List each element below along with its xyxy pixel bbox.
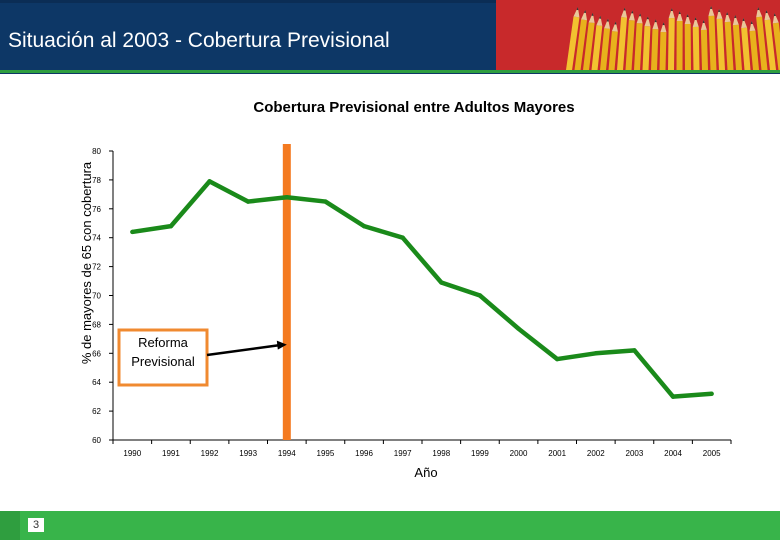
x-tick-label: 1993 — [239, 449, 257, 458]
pencil-icon — [641, 16, 651, 70]
x-tick-label: 1997 — [394, 449, 412, 458]
pencil-icon — [590, 15, 603, 70]
y-tick-label: 74 — [92, 234, 101, 243]
data-points — [130, 179, 714, 399]
x-tick-label: 1991 — [162, 449, 180, 458]
data-point — [554, 356, 560, 362]
pencil-icon — [598, 18, 611, 70]
data-point — [593, 351, 599, 356]
y-tick-label: 70 — [92, 292, 101, 301]
x-tick-label: 1999 — [471, 449, 489, 458]
data-point — [168, 223, 174, 229]
y-tick-label: 76 — [92, 205, 101, 214]
x-tick-label: 2002 — [587, 449, 605, 458]
data-point — [709, 391, 714, 396]
series-line-cobertura — [131, 179, 712, 399]
x-tick-label: 2001 — [548, 449, 566, 458]
data-point — [130, 229, 135, 235]
x-tick-label: 2003 — [626, 449, 644, 458]
pencil-icon — [667, 8, 675, 70]
chart-title: Cobertura Previsional entre Adultos Mayo… — [253, 99, 574, 116]
data-point — [361, 223, 367, 229]
annotation-reforma: Reforma Previsional — [117, 328, 287, 387]
x-tick-label: 2000 — [510, 449, 528, 458]
x-tick-label: 1996 — [355, 449, 373, 458]
pencil-icon — [692, 16, 700, 70]
data-point — [632, 348, 637, 353]
annotation-text-line2: Previsional — [131, 354, 195, 369]
pencil-icon — [741, 17, 752, 70]
x-tick-label: 2004 — [664, 449, 682, 458]
x-tick-label: 1990 — [123, 449, 141, 458]
y-ticks: 60 62 64 66 68 70 72 74 76 78 80 — [92, 147, 113, 445]
line-chart: Cobertura Previsional entre Adultos Mayo… — [79, 99, 732, 480]
data-point — [439, 280, 444, 285]
y-tick-label: 80 — [92, 147, 101, 156]
header-bar: Situación al 2003 - Cobertura Previsiona… — [0, 0, 496, 70]
header-pencils-image — [496, 0, 780, 70]
pencil-icon — [708, 5, 717, 70]
x-tick-label: 1995 — [317, 449, 335, 458]
y-tick-label: 72 — [92, 263, 101, 272]
pencil-icon — [684, 13, 692, 70]
y-axis-label: % de mayores de 65 con cobertura — [79, 161, 94, 364]
x-axis-label: Año — [414, 465, 437, 480]
data-point — [400, 235, 405, 240]
pencil-icon — [624, 10, 635, 70]
pencil-icon — [564, 7, 580, 70]
y-tick-label: 64 — [92, 378, 101, 387]
pencil-icon — [616, 7, 628, 70]
pencil-icon — [732, 14, 743, 70]
pencil-icon — [700, 19, 709, 70]
x-tick-label: 1994 — [278, 449, 296, 458]
x-tick-label: 1992 — [201, 449, 219, 458]
pencil-icon — [581, 12, 595, 70]
slide-title: Situación al 2003 - Cobertura Previsiona… — [8, 29, 390, 52]
x-tick-label: 1998 — [432, 449, 450, 458]
data-point — [284, 195, 290, 200]
pencil-icon — [764, 10, 778, 70]
y-tick-label: 66 — [92, 349, 101, 358]
reform-marker-bar — [282, 144, 291, 440]
pencil-icon — [572, 9, 588, 70]
pencil-icon — [716, 8, 726, 70]
data-point — [477, 293, 483, 298]
slide-number: 3 — [28, 518, 44, 532]
y-tick-label: 68 — [92, 320, 101, 329]
pencil-icon — [650, 19, 659, 70]
pencil-icon — [749, 20, 761, 70]
pencil-icon — [659, 22, 667, 70]
x-ticks: 1990 1991 1992 1993 1994 1995 1996 1997 1998 1999… — [112, 440, 732, 458]
annotation-text-line1: Reforma — [138, 335, 189, 350]
footer-bar — [0, 511, 780, 540]
pencil-icon — [772, 13, 780, 70]
pencil-icon — [676, 11, 683, 70]
data-point — [207, 179, 212, 184]
pencil-icon — [607, 21, 618, 70]
footer-accent — [0, 511, 20, 540]
y-tick-label: 60 — [92, 436, 101, 445]
annotation-box — [117, 328, 209, 387]
data-point — [245, 199, 251, 204]
x-tick-label: 2005 — [703, 449, 721, 458]
data-point — [670, 394, 676, 399]
pencil-icon — [633, 13, 643, 70]
y-tick-label: 78 — [92, 176, 101, 185]
axes — [112, 151, 731, 441]
y-tick-label: 62 — [92, 407, 101, 416]
pencil-icon — [724, 11, 735, 70]
pencils-icon — [564, 5, 780, 70]
pencil-icon — [756, 7, 769, 70]
header-divider-dark — [0, 73, 780, 74]
data-point — [323, 199, 328, 204]
arrowhead-icon — [276, 340, 287, 350]
data-point — [516, 326, 521, 331]
annotation-arrow — [206, 343, 279, 357]
header-divider — [0, 70, 780, 73]
